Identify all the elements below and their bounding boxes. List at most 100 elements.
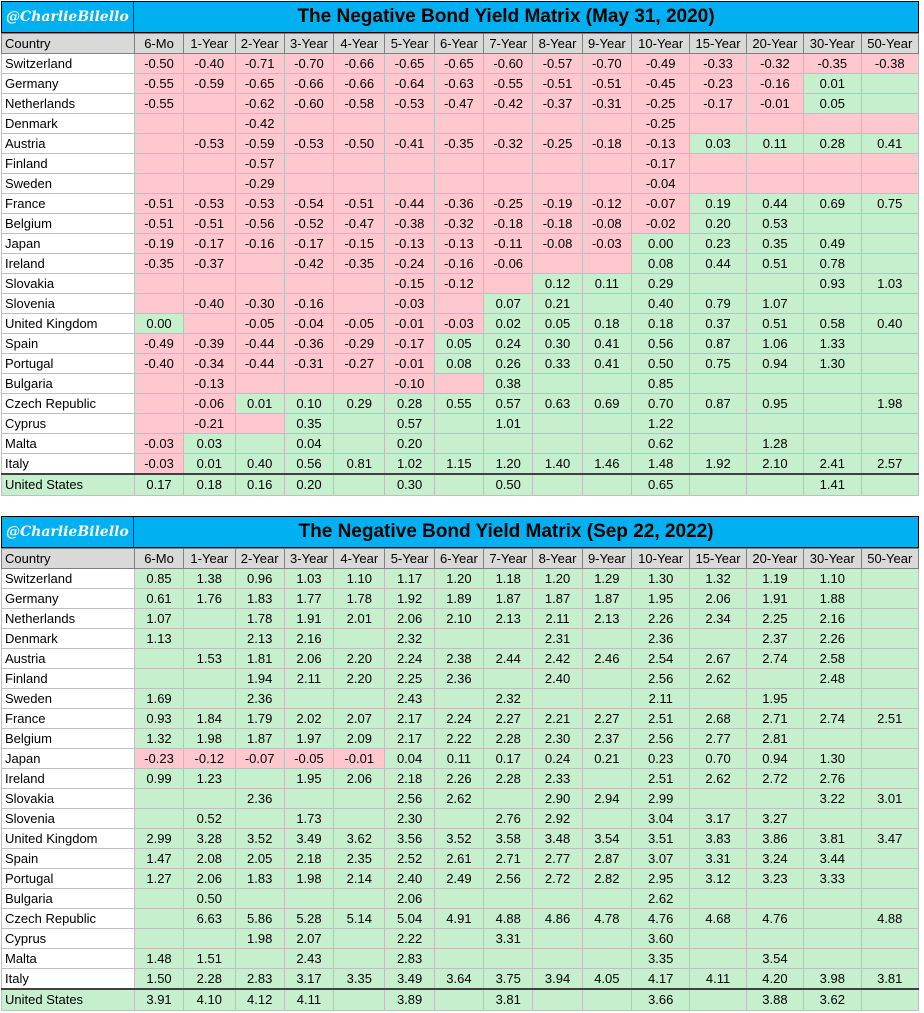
yield-cell: 2.32: [384, 628, 435, 649]
yield-cell: 2.40: [532, 668, 583, 689]
yield-cell: 2.51: [631, 708, 691, 729]
yield-cell: 0.57: [483, 393, 534, 414]
yield-cell: 3.35: [333, 968, 386, 990]
author-handle: @CharlieBilello: [2, 517, 134, 547]
empty-cell: [532, 473, 583, 496]
empty-cell: [532, 988, 583, 1011]
yield-cell: 0.16: [234, 473, 285, 496]
yield-cell: 1.41: [803, 473, 862, 496]
yield-cell: -0.08: [532, 233, 583, 254]
yield-cell: -0.70: [581, 53, 633, 74]
yield-cell: 3.17: [283, 968, 335, 990]
yield-cell: 0.21: [532, 293, 583, 314]
yield-cell: -0.53: [283, 133, 335, 154]
yield-cell: 0.51: [745, 313, 805, 334]
yield-cell: -0.55: [133, 73, 185, 94]
yield-cell: -0.32: [483, 133, 534, 154]
country-name: Bulgaria: [1, 373, 135, 394]
maturity-column-header: 7-Year: [483, 33, 534, 54]
yield-cell: 2.76: [483, 808, 534, 829]
empty-cell: [532, 928, 583, 949]
empty-cell: [745, 788, 805, 809]
yield-cell: -0.50: [333, 133, 386, 154]
yield-cell: -0.17: [283, 233, 335, 254]
country-column-header: Country: [1, 33, 135, 54]
yield-cell: -0.44: [384, 193, 435, 214]
yield-cell: 3.54: [745, 948, 805, 969]
empty-cell: [433, 113, 485, 134]
yield-cell: -0.65: [384, 53, 435, 74]
yield-cell: 2.14: [333, 868, 386, 889]
empty-cell: [133, 113, 185, 134]
yield-cell: 4.88: [483, 908, 534, 929]
yield-cell: -0.38: [384, 213, 435, 234]
yield-cell: 0.53: [745, 213, 805, 234]
yield-cell: -0.60: [483, 53, 534, 74]
empty-cell: [384, 113, 435, 134]
yield-cell: 1.98: [183, 728, 236, 749]
yield-cell: 2.67: [689, 648, 747, 669]
yield-cell: -0.34: [183, 353, 236, 374]
empty-cell: [133, 173, 185, 194]
yield-cell: 2.87: [581, 848, 633, 869]
empty-cell: [183, 173, 236, 194]
empty-cell: [483, 173, 534, 194]
yield-cell: 1.47: [133, 848, 185, 869]
empty-cell: [860, 808, 919, 829]
yield-cell: 2.44: [483, 648, 534, 669]
yield-cell: 3.89: [384, 988, 435, 1011]
yield-cell: 0.87: [689, 333, 747, 354]
empty-cell: [234, 413, 285, 434]
maturity-column-header: 9-Year: [581, 548, 633, 569]
yield-cell: 0.01: [803, 73, 862, 94]
yield-cell: 0.17: [483, 748, 534, 769]
yield-cell: 0.93: [803, 273, 862, 294]
country-name: France: [1, 708, 135, 729]
empty-cell: [581, 253, 633, 274]
yield-cell: 2.07: [333, 708, 386, 729]
table-row: Slovenia -0.40 -0.30 -0.16 -0.03 0.07 0.21 0.40…: [1, 293, 919, 314]
table-row: Sweden 1.69 2.36 2.43 2.32 2.11 1.95: [1, 688, 919, 709]
table-row: France 0.93 1.84 1.79 2.02 2.07 2.17 2.24 2.27 2.…: [1, 708, 919, 729]
yield-cell: 2.01: [333, 608, 386, 629]
empty-cell: [333, 948, 386, 969]
table-row: Spain 1.47 2.08 2.05 2.18 2.35 2.52 2.61 2.71 2.7…: [1, 848, 919, 869]
yield-cell: 1.98: [283, 868, 335, 889]
maturity-column-header: 5-Year: [384, 33, 435, 54]
yield-cell: -0.10: [384, 373, 435, 394]
table-row: Denmark -0.42 -0.25: [1, 113, 919, 134]
yield-cell: 1.10: [333, 568, 386, 589]
empty-cell: [433, 948, 485, 969]
empty-cell: [183, 273, 236, 294]
empty-cell: [803, 293, 862, 314]
yield-cell: -0.15: [333, 233, 386, 254]
yield-cell: 2.51: [631, 768, 691, 789]
yield-cell: 5.14: [333, 908, 386, 929]
yield-cell: 2.52: [384, 848, 435, 869]
yield-cell: 1.92: [384, 588, 435, 609]
empty-cell: [803, 393, 862, 414]
empty-cell: [860, 748, 919, 769]
yield-cell: 3.66: [631, 988, 691, 1011]
yield-cell: 2.24: [433, 708, 485, 729]
yield-cell: 2.06: [283, 648, 335, 669]
yield-cell: 2.11: [631, 688, 691, 709]
yield-cell: 2.20: [333, 648, 386, 669]
yield-cell: -0.03: [384, 293, 435, 314]
yield-cell: 3.47: [860, 828, 919, 849]
yield-cell: 0.05: [532, 313, 583, 334]
author-handle: @CharlieBilello: [2, 2, 134, 32]
yield-cell: 2.68: [689, 708, 747, 729]
table-row: Cyprus -0.21 0.35 0.57 1.01 1.22: [1, 413, 919, 434]
yield-cell: 5.28: [283, 908, 335, 929]
yield-cell: 2.25: [745, 608, 805, 629]
empty-cell: [860, 433, 919, 454]
empty-cell: [333, 413, 386, 434]
yield-cell: -0.53: [183, 133, 236, 154]
yield-cell: -0.03: [581, 233, 633, 254]
yield-cell: -0.25: [532, 133, 583, 154]
empty-cell: [333, 808, 386, 829]
empty-cell: [333, 473, 386, 496]
empty-cell: [433, 888, 485, 909]
country-name: Italy: [1, 968, 135, 990]
